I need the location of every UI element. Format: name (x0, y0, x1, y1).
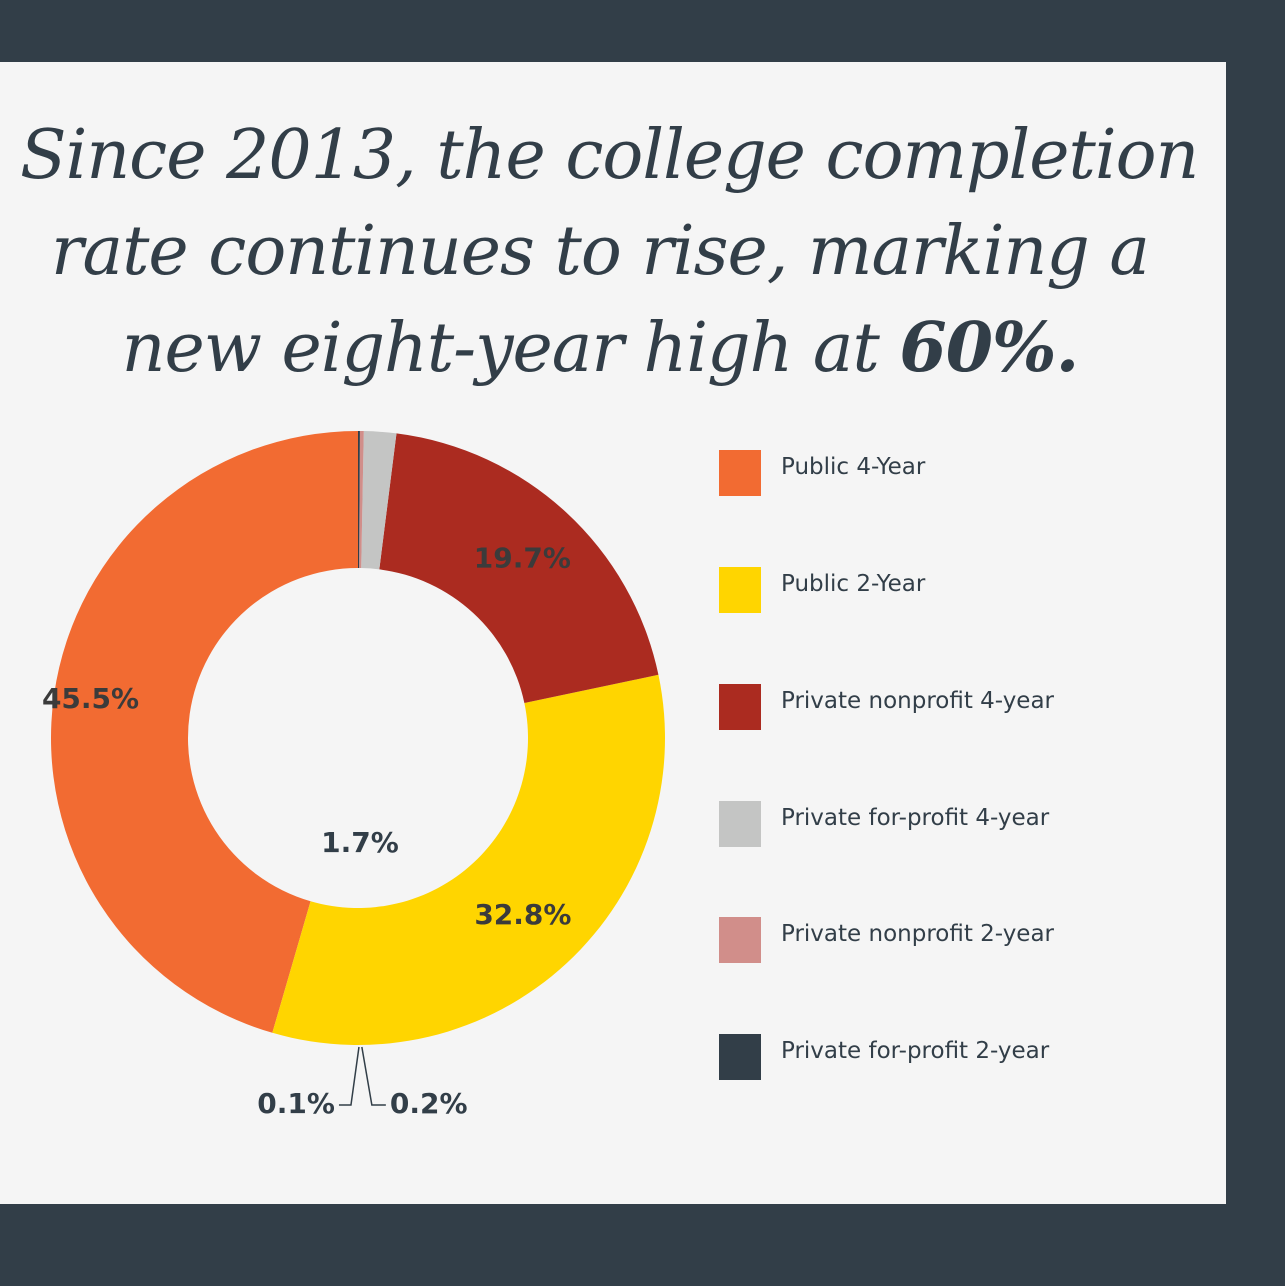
slice-private-nonprofit-4-year (379, 433, 659, 704)
leader-line-private-nonprofit-2-year (361, 1046, 386, 1106)
legend-swatch (719, 917, 761, 963)
data-label-public-2-year: 32.8% (474, 898, 571, 931)
leader-line-private-for-profit-2-year (338, 1046, 360, 1106)
data-label-private-for-profit-4-year: 1.7% (321, 826, 399, 859)
legend-label: Private for-profit 2-year (781, 1038, 1050, 1064)
slice-public-2-year (272, 674, 665, 1045)
data-label-public-4-year: 45.5% (42, 682, 139, 715)
donut-slices (51, 431, 665, 1045)
page-title: Since 2013, the college completion rate … (20, 108, 1199, 397)
title-line-1: Since 2013, the college completion (20, 116, 1199, 195)
donut-chart: 45.5% 32.8% 19.7% 1.7% 0.2% 0.1% (42, 431, 665, 1120)
legend-label: Public 4-Year (781, 454, 926, 480)
slice-private-nonprofit-2-year (359, 431, 364, 569)
title-line-2: rate continues to rise, marking a (51, 212, 1150, 291)
slice-private-for-profit-4-year (361, 431, 397, 570)
legend-label: Private nonprofit 4-year (781, 688, 1055, 714)
title-line-3: new eight-year high at 60%. (20, 300, 1180, 397)
legend-label: Public 2-Year (781, 571, 926, 597)
data-label-private-nonprofit-2-year: 0.2% (390, 1087, 468, 1120)
legend-swatch (719, 1034, 761, 1080)
legend-label: Private for-profit 4-year (781, 805, 1050, 831)
legend-swatch (719, 567, 761, 613)
bottom-border-bar (0, 1206, 1222, 1286)
slice-public-4-year (51, 431, 359, 1033)
legend-swatch (719, 450, 761, 496)
legend-label: Private nonprofit 2-year (781, 921, 1055, 947)
title-highlight-value: 60%. (899, 308, 1079, 388)
legend-swatch (719, 684, 761, 730)
slice-private-for-profit-2-year (358, 431, 360, 569)
right-border-bar (1228, 66, 1285, 1286)
legend-swatch (719, 801, 761, 847)
data-label-private-nonprofit-4-year: 19.7% (474, 542, 571, 575)
donut-labels: 45.5% 32.8% 19.7% 1.7% 0.2% 0.1% (42, 542, 571, 1120)
data-label-private-for-profit-2-year: 0.1% (257, 1087, 335, 1120)
title-line-3-text: new eight-year high at (121, 309, 900, 388)
